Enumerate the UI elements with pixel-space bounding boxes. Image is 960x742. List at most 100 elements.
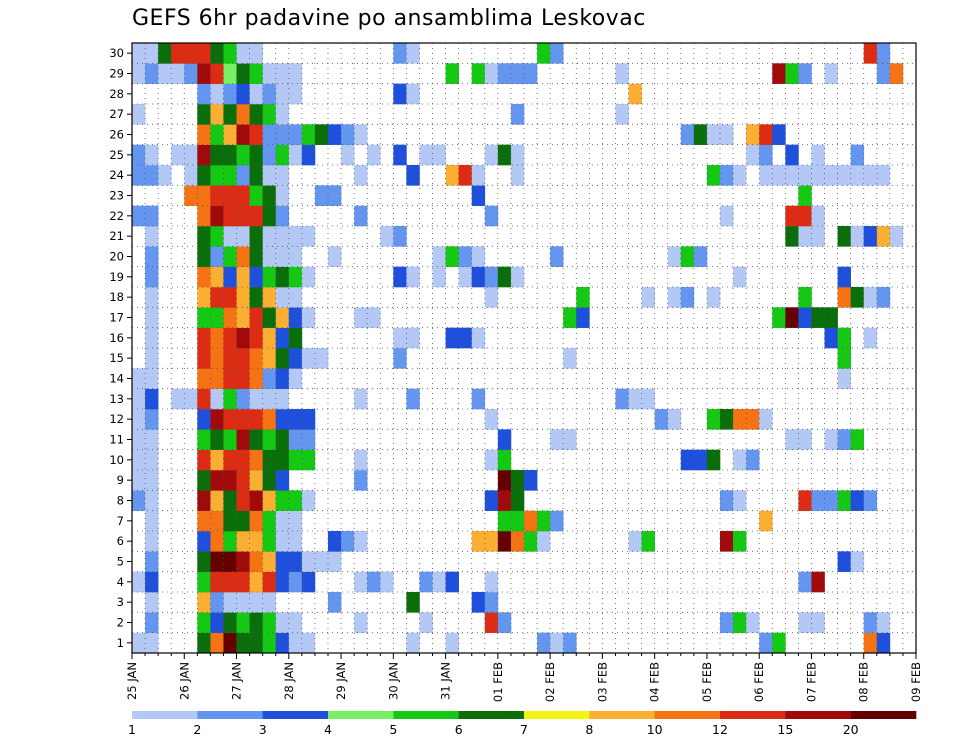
heatmap-cell xyxy=(772,124,786,145)
heatmap-cell xyxy=(236,144,250,166)
heatmap-cell xyxy=(145,266,159,288)
heatmap-cell xyxy=(275,124,290,145)
heatmap-cell xyxy=(236,307,250,328)
heatmap-cell xyxy=(145,592,159,613)
heatmap-cell xyxy=(785,165,799,186)
heatmap-cell xyxy=(563,632,577,654)
heatmap-cell xyxy=(759,409,773,430)
heatmap-cell xyxy=(837,551,851,572)
heatmap-cell xyxy=(210,205,224,227)
heatmap-cell xyxy=(275,632,290,654)
heatmap-cell xyxy=(785,144,799,166)
heatmap-cell xyxy=(223,205,237,227)
heatmap-cell xyxy=(262,388,277,410)
heatmap-cell xyxy=(706,449,721,471)
heatmap-cell xyxy=(850,429,865,450)
heatmap-cell xyxy=(249,409,263,430)
heatmap-cell xyxy=(537,531,551,552)
heatmap-cell xyxy=(876,287,891,308)
heatmap-cell xyxy=(262,83,277,105)
heatmap-cell xyxy=(210,83,224,105)
heatmap-cell xyxy=(837,226,851,247)
colorbar-label: 3 xyxy=(259,722,267,737)
heatmap-cell xyxy=(484,531,499,552)
heatmap-cell xyxy=(145,327,159,349)
heatmap-cell xyxy=(249,226,263,247)
heatmap-cell xyxy=(837,266,851,288)
colorbar-segment xyxy=(197,711,263,719)
heatmap-cell xyxy=(680,287,695,308)
heatmap-cell xyxy=(798,205,812,227)
heatmap-cell xyxy=(197,226,211,247)
heatmap-cell xyxy=(706,124,721,145)
heatmap-cell xyxy=(419,144,433,166)
heatmap-cell xyxy=(210,551,224,572)
heatmap-cell xyxy=(184,388,198,410)
y-tick-label: 5 xyxy=(117,555,124,569)
heatmap-cell xyxy=(341,124,355,145)
heatmap-cell xyxy=(132,429,146,450)
heatmap-cell xyxy=(341,531,355,552)
heatmap-cell xyxy=(223,510,237,532)
heatmap-cell xyxy=(275,266,290,288)
heatmap-cell xyxy=(706,287,721,308)
heatmap-cell xyxy=(197,205,211,227)
heatmap-cell xyxy=(210,185,224,206)
heatmap-cell xyxy=(301,307,316,328)
heatmap-cell xyxy=(171,63,185,84)
y-tick-label: 21 xyxy=(109,229,124,243)
heatmap-cell xyxy=(484,266,499,288)
heatmap-cell xyxy=(210,124,224,145)
heatmap-cell xyxy=(249,205,263,227)
heatmap-cell xyxy=(275,287,290,308)
heatmap-cell xyxy=(484,63,499,84)
colorbar-segment xyxy=(589,711,655,719)
heatmap-cell xyxy=(510,490,525,511)
colorbar-label: 7 xyxy=(520,722,528,737)
heatmap-cell xyxy=(210,307,224,328)
heatmap-cell xyxy=(798,165,812,186)
heatmap-cell xyxy=(393,266,407,288)
colorbar-label: 20 xyxy=(843,722,859,737)
heatmap-cell xyxy=(484,449,499,471)
heatmap-cell xyxy=(275,327,290,349)
y-tick-label: 23 xyxy=(109,189,124,203)
heatmap-cell xyxy=(197,592,211,613)
heatmap-cell xyxy=(197,490,211,511)
heatmap-cell xyxy=(720,124,734,145)
heatmap-cell xyxy=(223,266,237,288)
heatmap-cell xyxy=(223,429,237,450)
heatmap-cell xyxy=(236,510,250,532)
heatmap-cell xyxy=(236,327,250,349)
heatmap-cell xyxy=(484,592,499,613)
heatmap-cell xyxy=(354,165,368,186)
heatmap-cell xyxy=(288,63,303,84)
heatmap-cell xyxy=(798,307,812,328)
heatmap-cell xyxy=(301,490,316,511)
y-tick-label: 8 xyxy=(117,494,124,508)
heatmap-cell xyxy=(223,368,237,389)
heatmap-cell xyxy=(288,571,303,593)
heatmap-cell xyxy=(314,348,329,369)
heatmap-cell xyxy=(236,592,250,613)
colorbar-segment xyxy=(458,711,525,719)
heatmap-cell xyxy=(458,327,473,349)
heatmap-cell xyxy=(288,246,303,267)
heatmap-cell xyxy=(236,409,250,430)
heatmap-cell xyxy=(223,246,237,267)
y-tick-label: 25 xyxy=(109,148,124,162)
heatmap-cell xyxy=(223,632,237,654)
heatmap-cell xyxy=(667,287,682,308)
heatmap-cell xyxy=(680,246,695,267)
heatmap-cell xyxy=(262,165,277,186)
colorbar-segment xyxy=(132,711,198,719)
heatmap-cell xyxy=(889,226,904,247)
heatmap-cell xyxy=(249,592,263,613)
heatmap-cell xyxy=(354,388,368,410)
heatmap-cell xyxy=(641,531,655,552)
heatmap-cell xyxy=(288,348,303,369)
heatmap-cell xyxy=(314,124,329,145)
heatmap-cell xyxy=(249,632,263,654)
heatmap-cell xyxy=(680,124,695,145)
y-tick-label: 17 xyxy=(109,311,124,325)
